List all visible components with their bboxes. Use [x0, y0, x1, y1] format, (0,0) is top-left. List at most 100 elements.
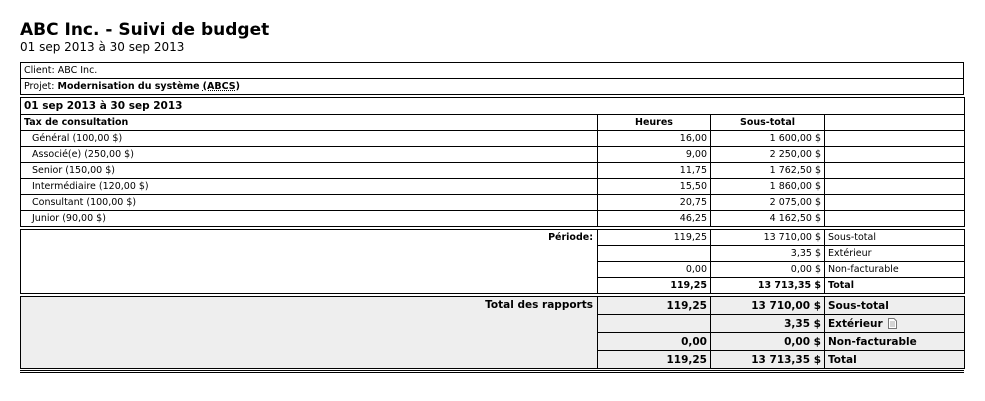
bottom-rule	[20, 370, 964, 373]
row-label-text: Sous-total	[828, 299, 889, 312]
hours-value: 119,25	[670, 280, 707, 291]
hours	[597, 245, 711, 262]
summary-row: Période: 119,25 13 710,00 $ Sous-total	[20, 229, 965, 294]
row-label: Total	[824, 277, 965, 294]
summary-label: Total des rapports	[20, 296, 598, 369]
hours: 119,25	[597, 350, 711, 369]
subtotal: 1 860,00 $	[710, 178, 825, 195]
empty-cell	[823, 210, 966, 227]
hours-value: 0,00	[681, 335, 707, 348]
summary-row: Total des rapports 119,25 13 710,00 $ Sous-…	[20, 296, 965, 369]
rate-row: Junior (90,00 $) 46,25 4 162,50 $	[20, 210, 966, 227]
rate-row: Associé(e) (250,00 $) 9,00 2 250,00 $	[20, 146, 966, 163]
info-table: Client: ABC Inc. Projet: Modernisation d…	[20, 62, 964, 95]
row-label: Sous-total	[824, 229, 965, 246]
hours-value: 0,00	[685, 264, 707, 275]
subtotal: 4 162,50 $	[710, 210, 825, 227]
hours-value: 119,25	[673, 232, 707, 243]
summary-row: 0,00 0,00 $ Non-facturable	[21, 332, 965, 351]
empty-cell	[823, 114, 966, 131]
rates-table: 01 sep 2013 à 30 sep 2013 Tax de consult…	[19, 97, 966, 227]
amount: 0,00 $	[710, 332, 825, 351]
empty-cell	[823, 178, 966, 195]
subtotal: 2 075,00 $	[710, 194, 825, 211]
column-header: Heures	[597, 114, 711, 131]
note-icon[interactable]	[887, 317, 897, 329]
row-label: Extérieur	[824, 314, 965, 333]
hours-value: 119,25	[666, 353, 707, 366]
hours: 20,75	[597, 194, 711, 211]
row-label: Non-facturable	[824, 332, 965, 351]
hours: 0,00	[597, 261, 711, 278]
rate-name: Associé(e) (250,00 $)	[20, 146, 598, 163]
summary-row: 3,35 $ Extérieur	[21, 245, 965, 262]
rate-name: Senior (150,00 $)	[20, 162, 598, 179]
hours: 9,00	[597, 146, 711, 163]
hours: 119,25	[597, 277, 711, 294]
rate-name: Consultant (100,00 $)	[20, 194, 598, 211]
empty-cell	[823, 162, 966, 179]
rate-row: Intermédiaire (120,00 $) 15,50 1 860,00 $	[20, 178, 966, 195]
client-cell: Client: ABC Inc.	[20, 62, 964, 79]
period-heading: 01 sep 2013 à 30 sep 2013	[19, 97, 966, 115]
client-label: Client:	[24, 65, 55, 76]
hours: 11,75	[597, 162, 711, 179]
row-label-text: Total	[828, 353, 857, 366]
subtotal: 1 600,00 $	[710, 130, 825, 147]
hours: 16,00	[597, 130, 711, 147]
rate-row: Général (100,00 $) 16,00 1 600,00 $	[20, 130, 966, 147]
summary-label: Période:	[20, 229, 598, 294]
summary-row: 119,25 13 713,35 $ Total	[21, 350, 965, 369]
period-row: 01 sep 2013 à 30 sep 2013	[19, 97, 966, 115]
amount: 13 710,00 $	[710, 229, 825, 246]
project-label: Projet:	[24, 81, 55, 92]
hours: 15,50	[597, 178, 711, 195]
subtotal: 2 250,00 $	[710, 146, 825, 163]
column-header: Sous-total	[710, 114, 825, 131]
rate-row: Consultant (100,00 $) 20,75 2 075,00 $	[20, 194, 966, 211]
hours: 0,00	[597, 332, 711, 351]
hours: 46,25	[597, 210, 711, 227]
hours: 119,25	[597, 296, 711, 315]
project-code: (ABCS)	[202, 81, 240, 92]
rate-name: Général (100,00 $)	[20, 130, 598, 147]
project-row: Projet: Modernisation du système (ABCS)	[20, 78, 964, 95]
amount: 13 713,35 $	[710, 277, 825, 294]
summary-row: 119,25 13 713,35 $ Total	[21, 277, 965, 294]
rate-name: Junior (90,00 $)	[20, 210, 598, 227]
empty-cell	[823, 194, 966, 211]
row-label-text: Extérieur	[828, 248, 872, 259]
amount: 3,35 $	[710, 314, 825, 333]
row-label: Extérieur	[824, 245, 965, 262]
hours-value: 119,25	[666, 299, 707, 312]
amount: 13 713,35 $	[710, 350, 825, 369]
hours	[597, 314, 711, 333]
subtotal: 1 762,50 $	[710, 162, 825, 179]
page-subtitle: 01 sep 2013 à 30 sep 2013	[20, 40, 185, 54]
hours: 119,25	[597, 229, 711, 246]
row-label-text: Non-facturable	[828, 264, 899, 275]
empty-cell	[823, 130, 966, 147]
header-row: Tax de consultation Heures Sous-total	[20, 114, 966, 131]
row-label-text: Extérieur	[828, 317, 883, 330]
amount: 3,35 $	[710, 245, 825, 262]
report-total-table: Total des rapports 119,25 13 710,00 $ Sous-…	[20, 296, 965, 369]
row-label: Sous-total	[824, 296, 965, 315]
project-name: Modernisation du système	[57, 81, 200, 92]
amount: 13 710,00 $	[710, 296, 825, 315]
column-header: Tax de consultation	[20, 114, 598, 131]
rate-row: Senior (150,00 $) 11,75 1 762,50 $	[20, 162, 966, 179]
client-value: ABC Inc.	[57, 65, 98, 76]
period-summary-table: Période: 119,25 13 710,00 $ Sous-total 3,35 …	[20, 229, 965, 294]
row-label: Non-facturable	[824, 261, 965, 278]
row-label-text: Non-facturable	[828, 335, 917, 348]
project-cell: Projet: Modernisation du système (ABCS)	[20, 78, 964, 95]
empty-cell	[823, 146, 966, 163]
row-label: Total	[824, 350, 965, 369]
row-label-text: Total	[828, 280, 854, 291]
client-row: Client: ABC Inc.	[20, 62, 964, 79]
rate-name: Intermédiaire (120,00 $)	[20, 178, 598, 195]
row-label-text: Sous-total	[828, 232, 876, 243]
report: Client: ABC Inc. Projet: Modernisation d…	[19, 62, 966, 373]
